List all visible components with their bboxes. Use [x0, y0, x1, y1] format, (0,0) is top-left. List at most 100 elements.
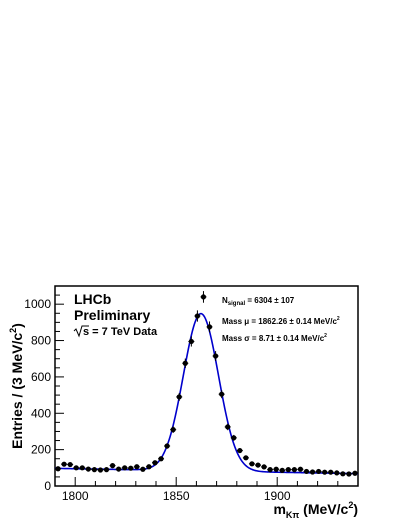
data-marker — [158, 456, 164, 462]
data-marker — [146, 464, 152, 470]
data-marker — [188, 338, 194, 345]
data-marker — [67, 461, 73, 468]
data-point — [218, 390, 225, 399]
y-tick-label: 1000 — [24, 297, 51, 311]
y-tick-label: 600 — [31, 370, 51, 384]
nsignal-main: N — [222, 296, 228, 305]
data-marker — [273, 466, 279, 472]
data-point — [194, 310, 201, 322]
data-marker — [97, 467, 104, 473]
mass-mu-text: Mass μ = 1862.26 ± 0.14 MeV/c — [222, 317, 337, 326]
data-marker — [237, 447, 243, 454]
data-marker — [243, 455, 249, 461]
data-marker — [140, 466, 146, 472]
data-marker — [170, 427, 176, 433]
data-point — [67, 461, 74, 468]
y-axis-title-end: ) — [9, 323, 25, 328]
data-point — [339, 471, 346, 477]
data-point — [345, 471, 352, 477]
data-point — [230, 434, 237, 441]
data-marker — [85, 466, 91, 472]
data-marker — [206, 324, 213, 330]
data-point — [267, 467, 274, 473]
data-marker — [255, 462, 261, 468]
data-marker — [212, 353, 219, 359]
mass-sigma-label: Mass σ = 8.71 ± 0.14 MeV/c2 — [222, 333, 327, 343]
data-point — [273, 466, 280, 472]
data-points-layer — [55, 291, 358, 477]
y-axis-title: Entries / (3 MeV/c2) — [8, 323, 25, 449]
data-marker — [176, 394, 182, 400]
data-point — [321, 469, 328, 475]
data-marker — [291, 467, 297, 473]
sqrt-sign-icon — [73, 325, 89, 338]
data-marker — [261, 464, 267, 470]
data-point — [170, 426, 177, 433]
experiment-label: LHCb — [74, 291, 111, 307]
mass-sigma-text: Mass σ = 8.71 ± 0.14 MeV/c — [222, 334, 325, 343]
data-point — [133, 464, 140, 470]
data-point — [127, 465, 134, 471]
x-axis-title: mKπ (MeV/c2) — [273, 500, 358, 520]
data-marker — [334, 470, 340, 476]
data-point — [248, 461, 255, 467]
data-marker — [200, 294, 207, 300]
data-point — [291, 467, 298, 473]
y-axis-title-main: Entries / (3 MeV/c — [9, 333, 25, 449]
data-point — [333, 470, 340, 476]
data-marker — [73, 465, 79, 471]
nsignal-value: = 6304 ± 107 — [245, 296, 295, 305]
data-point — [91, 467, 98, 473]
data-point — [121, 465, 128, 471]
x-axis-title-main: m — [273, 501, 285, 517]
data-marker — [103, 467, 110, 473]
data-point — [97, 467, 104, 473]
data-point — [297, 466, 304, 472]
data-marker — [55, 466, 61, 472]
y-tick-label: 800 — [31, 334, 51, 348]
data-point — [182, 358, 189, 368]
mass-mu-sup: 2 — [337, 316, 340, 322]
data-point — [55, 466, 62, 472]
data-marker — [352, 470, 358, 476]
data-point — [176, 392, 183, 401]
data-marker — [122, 465, 128, 471]
data-marker — [346, 471, 352, 477]
data-marker — [316, 468, 322, 475]
data-marker — [309, 469, 316, 475]
data-point — [351, 470, 358, 476]
y-tick-label: 400 — [31, 406, 51, 420]
status-label: Preliminary — [74, 307, 150, 323]
x-axis-title-unit: (MeV/c — [299, 501, 348, 517]
x-tick-label: 1800 — [62, 489, 89, 503]
data-point — [139, 466, 146, 472]
y-tick-label: 200 — [31, 443, 51, 457]
data-point — [261, 464, 268, 470]
x-axis-title-end: ) — [353, 501, 358, 517]
data-point — [79, 465, 86, 471]
data-point — [85, 466, 92, 472]
data-point — [315, 468, 322, 475]
data-marker — [322, 469, 328, 475]
data-point — [309, 469, 316, 475]
energy-label: s = 7 TeV Data — [73, 325, 158, 338]
data-point — [285, 467, 292, 473]
data-marker — [128, 465, 134, 471]
data-point — [73, 465, 80, 471]
nsignal-sub: signal — [228, 301, 246, 307]
data-marker — [116, 466, 122, 472]
data-point — [255, 462, 262, 468]
data-point — [145, 464, 152, 470]
data-marker — [79, 465, 85, 471]
y-tick-label: 0 — [44, 479, 51, 493]
data-point — [200, 291, 207, 303]
data-point — [158, 456, 165, 462]
data-marker — [152, 460, 158, 466]
energy-sqrt-var: s — [83, 326, 89, 338]
data-marker — [328, 469, 334, 475]
data-marker — [61, 461, 67, 467]
data-marker — [194, 313, 201, 319]
data-point — [224, 423, 231, 431]
y-axis-title-sup: 2 — [8, 328, 18, 333]
data-marker — [340, 471, 346, 477]
